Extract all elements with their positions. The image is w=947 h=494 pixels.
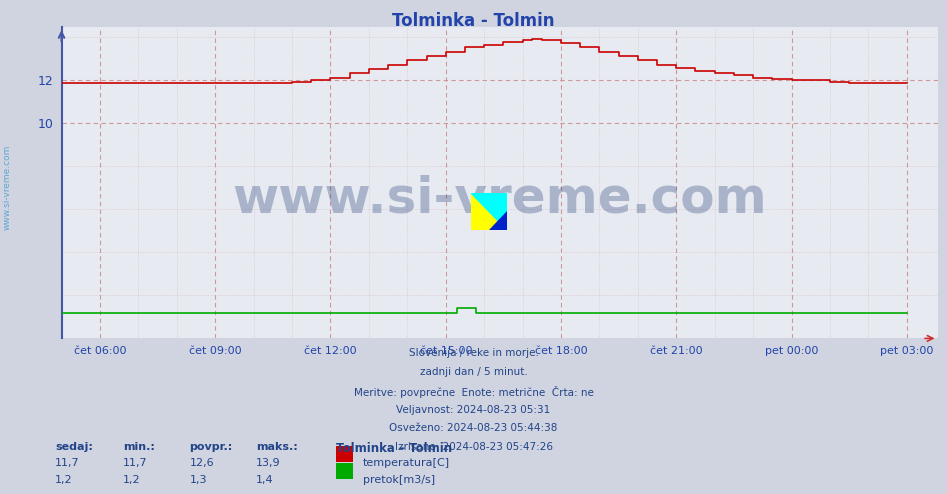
Text: 11,7: 11,7	[55, 458, 80, 468]
Text: Izrisano: 2024-08-23 05:47:26: Izrisano: 2024-08-23 05:47:26	[395, 442, 552, 452]
Text: 1,2: 1,2	[55, 475, 73, 485]
Text: pretok[m3/s]: pretok[m3/s]	[363, 475, 435, 485]
Text: Meritve: povprečne  Enote: metrične  Črta: ne: Meritve: povprečne Enote: metrične Črta:…	[353, 386, 594, 398]
Text: 1,2: 1,2	[123, 475, 141, 485]
Text: 13,9: 13,9	[256, 458, 280, 468]
Polygon shape	[471, 193, 507, 230]
Text: zadnji dan / 5 minut.: zadnji dan / 5 minut.	[420, 367, 527, 377]
Text: maks.:: maks.:	[256, 442, 297, 452]
Text: sedaj:: sedaj:	[55, 442, 93, 452]
Text: povpr.:: povpr.:	[189, 442, 233, 452]
Text: temperatura[C]: temperatura[C]	[363, 458, 450, 468]
Text: Osveženo: 2024-08-23 05:44:38: Osveženo: 2024-08-23 05:44:38	[389, 423, 558, 433]
Text: www.si-vreme.com: www.si-vreme.com	[232, 174, 767, 222]
Text: Slovenija / reke in morje.: Slovenija / reke in morje.	[408, 348, 539, 358]
Text: www.si-vreme.com: www.si-vreme.com	[3, 145, 12, 230]
Text: min.:: min.:	[123, 442, 155, 452]
Text: 11,7: 11,7	[123, 458, 148, 468]
Text: Tolminka - Tolmin: Tolminka - Tolmin	[392, 12, 555, 30]
Polygon shape	[489, 211, 507, 230]
Text: 1,3: 1,3	[189, 475, 206, 485]
Text: 12,6: 12,6	[189, 458, 214, 468]
Text: 1,4: 1,4	[256, 475, 274, 485]
Text: Tolminka – Tolmin: Tolminka – Tolmin	[336, 442, 453, 455]
Text: Veljavnost: 2024-08-23 05:31: Veljavnost: 2024-08-23 05:31	[397, 405, 550, 414]
